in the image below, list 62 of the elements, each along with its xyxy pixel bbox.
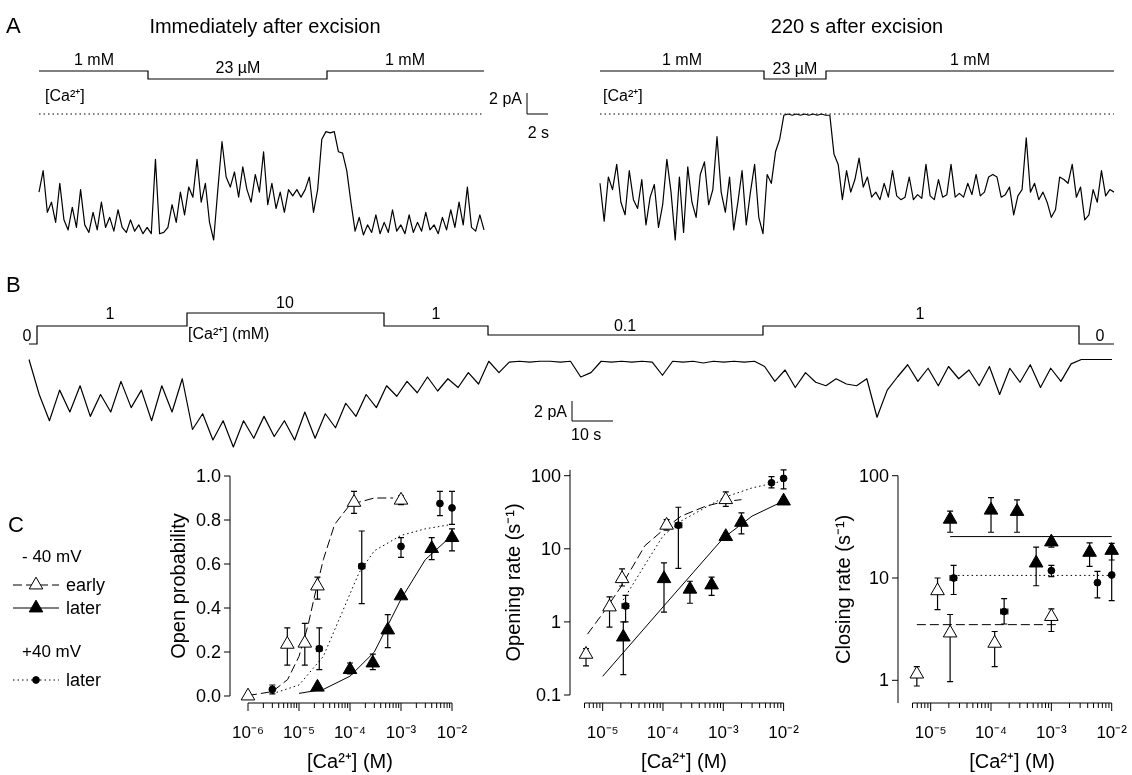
- x-tick-label: 10⁻⁵: [586, 723, 619, 742]
- x-tick-label: 10⁻³: [385, 723, 417, 742]
- y-tick-label: 1.0: [195, 466, 221, 486]
- x-tick-label: 10⁻⁴: [333, 723, 367, 742]
- text: 2 pA: [489, 90, 523, 107]
- text: [Ca²⁺]: [603, 87, 643, 104]
- text: C: [8, 512, 24, 537]
- text: 23 µM: [215, 59, 261, 76]
- y-tick-label: 1: [878, 670, 889, 691]
- text: 10: [276, 294, 294, 311]
- x-axis-title: [Ca²⁺] (M): [307, 750, 393, 772]
- text: B: [6, 272, 21, 297]
- y-tick-label: 0.0: [195, 686, 221, 706]
- x-tick-label: 10⁻³: [708, 723, 739, 742]
- text: 1 mM: [385, 51, 425, 68]
- y-tick-label: 0.6: [195, 554, 221, 574]
- legend-label: later: [66, 598, 102, 618]
- y-tick-label: 100: [858, 465, 889, 486]
- y-tick-label: 1: [550, 611, 561, 632]
- x-tick-label: 10⁻⁴: [974, 723, 1008, 742]
- x-tick-label: 10⁻⁵: [914, 723, 947, 742]
- text: 1: [431, 305, 441, 322]
- text: - 40 mV: [22, 547, 83, 566]
- text: 1 mM: [950, 51, 990, 68]
- x-tick-label: 10⁻³: [1036, 723, 1067, 742]
- y-tick-label: 0.8: [195, 510, 221, 530]
- y-tick-label: 10: [540, 538, 561, 559]
- legend-label: early: [66, 575, 106, 595]
- text: [Ca²⁺]: [45, 87, 85, 104]
- y-axis-title: Opening rate (s⁻¹): [502, 503, 524, 662]
- text: 0: [1095, 327, 1105, 344]
- x-tick-label: 10⁻²: [768, 723, 800, 742]
- text: 1 mM: [74, 51, 114, 68]
- text: 2 s: [527, 124, 549, 141]
- text: 0.1: [613, 317, 637, 334]
- text: 0: [22, 327, 32, 344]
- y-tick-label: 0.1: [535, 685, 561, 705]
- annotation: 10 s: [571, 426, 602, 443]
- x-axis-title: [Ca²⁺] (M): [641, 750, 727, 772]
- text: A: [6, 13, 21, 38]
- y-axis-title: Open probability: [167, 513, 189, 659]
- x-tick-label: 10⁻⁴: [646, 723, 680, 742]
- text: 1: [105, 305, 115, 322]
- y-tick-label: 0.4: [195, 598, 221, 618]
- annotation: 2 pA: [534, 403, 568, 420]
- x-tick-label: 10⁻²: [1096, 723, 1128, 742]
- x-tick-label: 10⁻⁶: [232, 723, 264, 742]
- text: 1: [915, 305, 925, 322]
- text: 23 µM: [772, 60, 818, 77]
- y-tick-label: 100: [530, 465, 561, 486]
- x-axis-title: [Ca²⁺] (M): [969, 750, 1056, 772]
- y-tick-label: 0.2: [195, 642, 221, 662]
- text: +40 mV: [22, 642, 82, 661]
- chart-title: 220 s after excision: [770, 15, 944, 37]
- chart-title: Immediately after excision: [149, 15, 381, 37]
- text: 1 mM: [662, 51, 702, 68]
- x-tick-label: 10⁻²: [436, 723, 468, 742]
- text: [Ca²⁺] (mM): [188, 325, 270, 342]
- y-tick-label: 10: [868, 568, 889, 588]
- x-tick-label: 10⁻⁵: [283, 723, 315, 742]
- y-axis-title: Closing rate (s⁻¹): [832, 514, 854, 664]
- legend-label: later: [66, 670, 102, 690]
